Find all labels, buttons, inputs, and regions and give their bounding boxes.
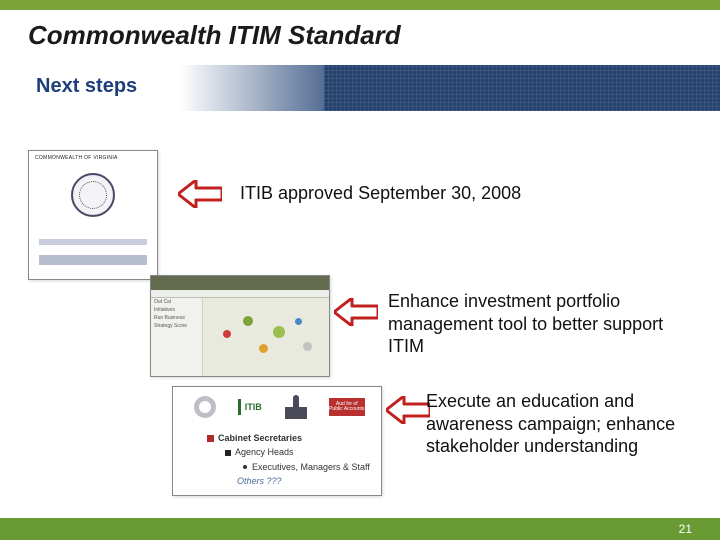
tree-node: Cabinet Secretaries [218, 433, 302, 443]
doc-subtitle-1 [39, 239, 147, 245]
dash-side-label: Run Business [151, 314, 202, 322]
subtitle: Next steps [0, 65, 720, 98]
capitol-icon [280, 393, 312, 421]
dash-toolbar [151, 290, 329, 298]
step-text-3: Execute an education and awareness campa… [426, 390, 706, 458]
doc-subtitle-2 [39, 255, 147, 265]
tree-node: Agency Heads [235, 447, 294, 457]
dash-side-label: Initiatives [151, 306, 202, 314]
gears-icon [189, 393, 221, 421]
itib-logo: ITIB [238, 399, 264, 415]
dash-canvas [203, 298, 329, 376]
bubble-icon [273, 326, 285, 338]
stakeholder-tree: Cabinet Secretaries Agency Heads Executi… [207, 431, 370, 489]
left-arrow-icon [386, 396, 430, 424]
dash-side-label: Out Cal [151, 298, 202, 306]
bubble-icon [243, 316, 253, 326]
dash-sidebar: Out Cal Initiatives Run Business Strateg… [151, 298, 203, 376]
dash-titlebar [151, 276, 329, 290]
bubble-icon [295, 318, 302, 325]
dash-side-label: Strategy Score [151, 322, 202, 330]
step-text-1: ITIB approved September 30, 2008 [240, 182, 670, 205]
virginia-seal-icon [71, 173, 115, 217]
thumbnail-standard-document: COMMONWEALTH OF VIRGINIA [28, 150, 158, 280]
bullet-icon [207, 435, 214, 442]
bubble-icon [259, 344, 268, 353]
thumbnail-portfolio-tool: Out Cal Initiatives Run Business Strateg… [150, 275, 330, 377]
bottom-bar: 21 [0, 518, 720, 540]
doc-header-text: COMMONWEALTH OF VIRGINIA [35, 155, 118, 161]
bullet-icon [225, 450, 231, 456]
thumbnail-education-campaign: ITIB Aud for of Public Accounts Cabinet … [172, 386, 382, 496]
bubble-icon [223, 330, 231, 338]
bullet-icon [243, 465, 247, 469]
subtitle-band: Next steps [0, 65, 720, 111]
page-title: Commonwealth ITIM Standard [0, 10, 720, 65]
left-arrow-icon [178, 180, 222, 208]
step-text-2: Enhance investment portfolio management … [388, 290, 688, 358]
tree-node: Others ??? [237, 476, 282, 486]
tree-node: Executives, Managers & Staff [252, 462, 370, 472]
apa-logo: Aud for of Public Accounts [329, 398, 365, 416]
page-number: 21 [679, 522, 692, 536]
edu-logo-row: ITIB Aud for of Public Accounts [181, 393, 373, 421]
top-accent-bar [0, 0, 720, 10]
bubble-icon [303, 342, 312, 351]
left-arrow-icon [334, 298, 378, 326]
